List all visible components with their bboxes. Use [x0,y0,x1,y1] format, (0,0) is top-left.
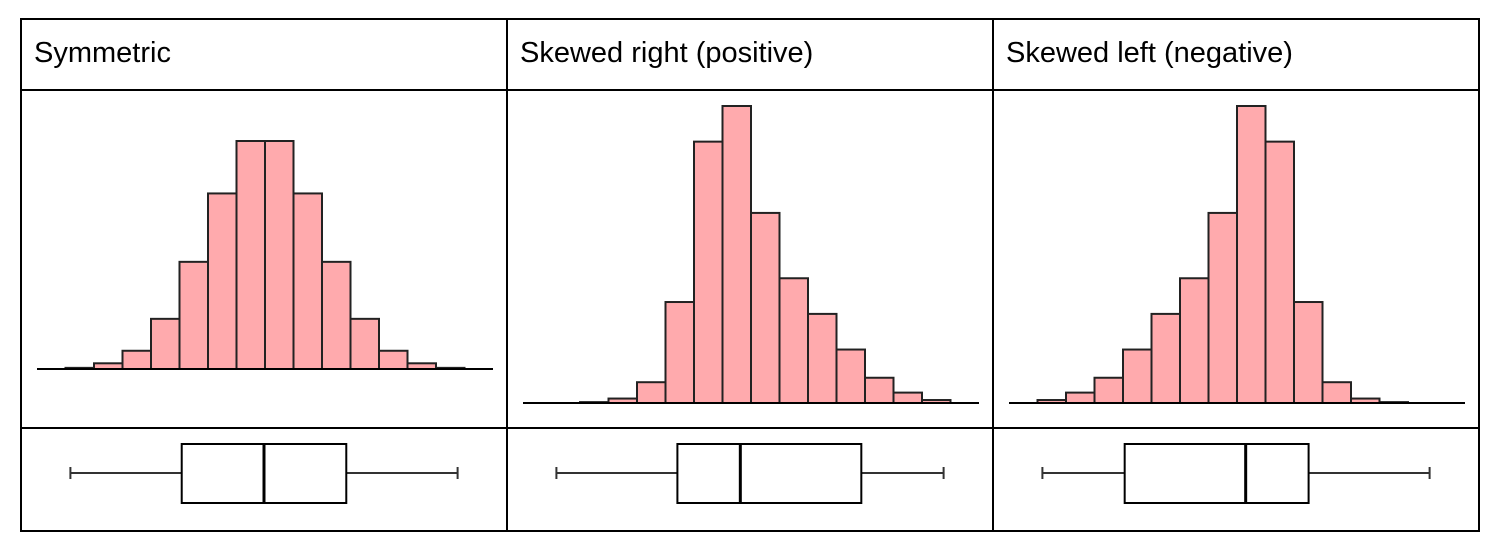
histogram-bar-skewed-left-6 [1150,312,1181,404]
histogram-bar-skewed-right-8 [721,105,752,404]
histogram-bar-skewed-left-5 [1122,348,1153,405]
title-cell-symmetric: Symmetric [20,18,508,91]
histogram-bar-skewed-right-6 [664,301,695,405]
histogram-bar-symmetric-12 [349,317,380,370]
histogram-bar-symmetric-11 [321,260,352,370]
histogram-bar-skewed-left-7 [1179,277,1210,404]
boxplot-skewed-left [1041,443,1431,504]
histogram-symmetric [37,140,493,371]
histogram-cell-symmetric [20,89,508,429]
histogram-bar-skewed-right-13 [864,376,895,405]
histogram-bar-skewed-right-12 [835,348,866,405]
histogram-bar-skewed-left-12 [1321,381,1352,404]
histogram-bar-symmetric-10 [292,192,323,370]
boxplot-box-skewed-right [676,443,863,504]
histogram-cell-skewed-left [992,89,1480,429]
boxplot-symmetric [69,443,459,504]
distribution-shapes-table: Symmetric Skewed right (positive) Skewed… [20,18,1480,532]
boxplot-cell-skewed-right [506,427,994,532]
column-title-symmetric: Symmetric [34,37,171,69]
histogram-bar-skewed-left-8 [1207,211,1238,404]
histogram-bar-symmetric-7 [207,192,238,370]
title-row: Symmetric Skewed right (positive) Skewed… [20,18,1480,91]
boxplot-box-skewed-left [1123,443,1310,504]
histogram-bar-symmetric-6 [178,260,209,370]
histogram-bar-skewed-right-11 [807,312,838,404]
histogram-bar-skewed-right-7 [693,140,724,404]
histogram-bar-symmetric-13 [378,349,409,371]
histogram-skewed-right [523,105,979,405]
histogram-bar-symmetric-8 [235,140,266,370]
boxplot-row [20,427,1480,532]
title-cell-skewed-left: Skewed left (negative) [992,18,1480,91]
boxplot-cell-symmetric [20,427,508,532]
histogram-bar-skewed-left-11 [1293,301,1324,405]
histogram-bar-skewed-left-3 [1065,391,1096,405]
column-title-skewed-left: Skewed left (negative) [1006,37,1293,69]
histogram-bar-skewed-right-14 [892,391,923,405]
boxplot-cell-skewed-left [992,427,1480,532]
histogram-bar-skewed-right-10 [778,277,809,404]
histogram-cell-skewed-right [506,89,994,429]
title-cell-skewed-right: Skewed right (positive) [506,18,994,91]
histogram-bar-symmetric-4 [121,349,152,371]
column-title-skewed-right: Skewed right (positive) [520,37,814,69]
histogram-bar-skewed-left-10 [1264,140,1295,404]
boxplot-skewed-right [555,443,945,504]
histogram-bar-skewed-left-9 [1236,105,1267,404]
histogram-bar-symmetric-9 [264,140,295,370]
histogram-bar-skewed-left-4 [1093,376,1124,405]
histogram-skewed-left [1009,105,1465,405]
histogram-bar-symmetric-5 [150,317,181,370]
histogram-row [20,89,1480,429]
histogram-bar-skewed-right-5 [636,381,667,404]
histogram-bar-skewed-right-9 [750,211,781,404]
